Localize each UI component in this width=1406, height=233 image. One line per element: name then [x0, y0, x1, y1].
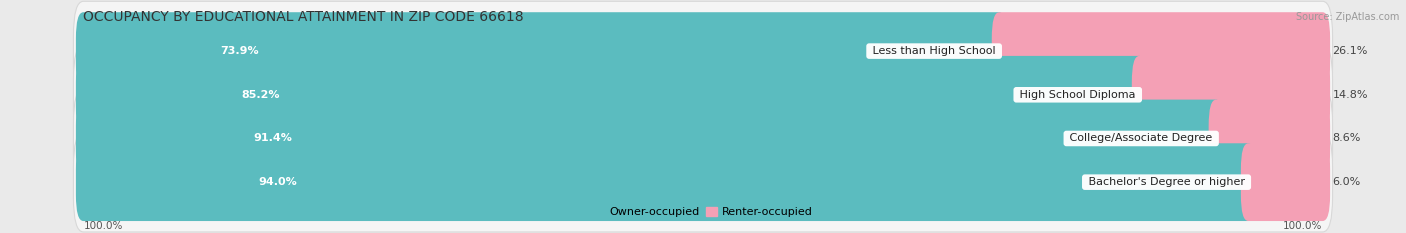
Text: Source: ZipAtlas.com: Source: ZipAtlas.com [1296, 12, 1399, 22]
Text: 94.0%: 94.0% [259, 177, 297, 187]
FancyBboxPatch shape [73, 89, 1333, 188]
FancyBboxPatch shape [1209, 99, 1330, 177]
Text: 14.8%: 14.8% [1333, 90, 1368, 100]
Text: High School Diploma: High School Diploma [1017, 90, 1139, 100]
Text: 26.1%: 26.1% [1333, 46, 1368, 56]
FancyBboxPatch shape [73, 1, 1333, 101]
FancyBboxPatch shape [76, 56, 1147, 134]
Text: 6.0%: 6.0% [1333, 177, 1361, 187]
Text: 91.4%: 91.4% [253, 134, 292, 144]
Text: Bachelor's Degree or higher: Bachelor's Degree or higher [1085, 177, 1249, 187]
FancyBboxPatch shape [76, 12, 1007, 90]
Text: Less than High School: Less than High School [869, 46, 1000, 56]
FancyBboxPatch shape [991, 12, 1330, 90]
FancyBboxPatch shape [73, 132, 1333, 232]
Text: 100.0%: 100.0% [1284, 221, 1323, 231]
Text: 73.9%: 73.9% [221, 46, 259, 56]
FancyBboxPatch shape [1241, 143, 1330, 221]
Legend: Owner-occupied, Renter-occupied: Owner-occupied, Renter-occupied [589, 202, 817, 222]
FancyBboxPatch shape [73, 45, 1333, 145]
Text: 8.6%: 8.6% [1333, 134, 1361, 144]
FancyBboxPatch shape [76, 143, 1256, 221]
Text: 85.2%: 85.2% [242, 90, 280, 100]
Text: College/Associate Degree: College/Associate Degree [1066, 134, 1216, 144]
FancyBboxPatch shape [1132, 56, 1330, 134]
Text: 100.0%: 100.0% [83, 221, 122, 231]
FancyBboxPatch shape [76, 99, 1223, 177]
Text: OCCUPANCY BY EDUCATIONAL ATTAINMENT IN ZIP CODE 66618: OCCUPANCY BY EDUCATIONAL ATTAINMENT IN Z… [83, 10, 524, 24]
